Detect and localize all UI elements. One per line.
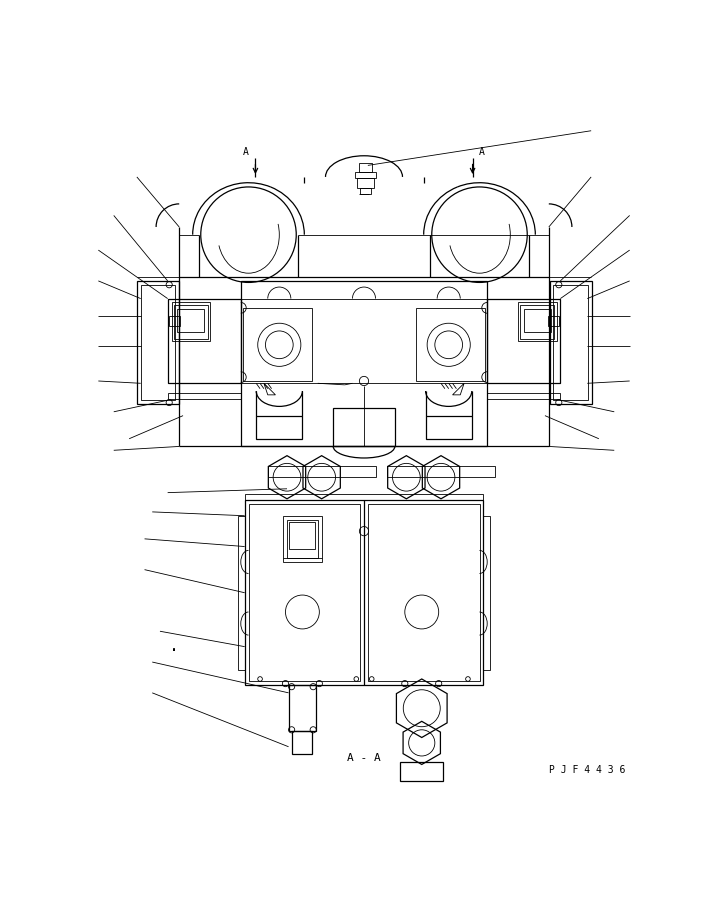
- Bar: [550, 281, 592, 404]
- Bar: [241, 281, 487, 447]
- Bar: [524, 309, 551, 333]
- Bar: [283, 516, 321, 562]
- Text: A: A: [479, 147, 485, 157]
- Bar: [249, 504, 360, 682]
- Bar: [483, 516, 489, 670]
- Bar: [358, 163, 373, 172]
- Bar: [357, 179, 374, 187]
- Bar: [548, 316, 559, 327]
- Bar: [256, 415, 302, 439]
- Bar: [168, 299, 241, 383]
- Bar: [416, 308, 485, 381]
- Bar: [400, 762, 444, 781]
- Bar: [245, 494, 483, 501]
- Bar: [169, 316, 180, 327]
- Bar: [487, 393, 560, 398]
- Bar: [168, 393, 241, 398]
- Bar: [289, 685, 316, 731]
- Bar: [333, 408, 395, 447]
- Bar: [137, 281, 179, 404]
- Text: A: A: [243, 147, 249, 157]
- Bar: [426, 415, 472, 439]
- Bar: [287, 519, 318, 558]
- Bar: [238, 516, 245, 670]
- Bar: [141, 284, 176, 400]
- Bar: [171, 302, 210, 341]
- Bar: [387, 466, 495, 477]
- Bar: [360, 187, 371, 194]
- Bar: [245, 501, 483, 685]
- Bar: [292, 731, 312, 754]
- Text: ·: ·: [169, 642, 178, 660]
- Bar: [268, 466, 375, 477]
- Bar: [553, 284, 588, 400]
- Text: P J F 4 4 3 6: P J F 4 4 3 6: [549, 765, 626, 775]
- Bar: [177, 309, 204, 333]
- Bar: [518, 302, 557, 341]
- Bar: [289, 522, 316, 549]
- Bar: [243, 308, 312, 381]
- Text: A - A: A - A: [347, 753, 381, 763]
- Bar: [520, 305, 554, 339]
- Bar: [173, 305, 208, 339]
- Bar: [355, 172, 376, 179]
- Bar: [368, 504, 479, 682]
- Bar: [487, 299, 560, 383]
